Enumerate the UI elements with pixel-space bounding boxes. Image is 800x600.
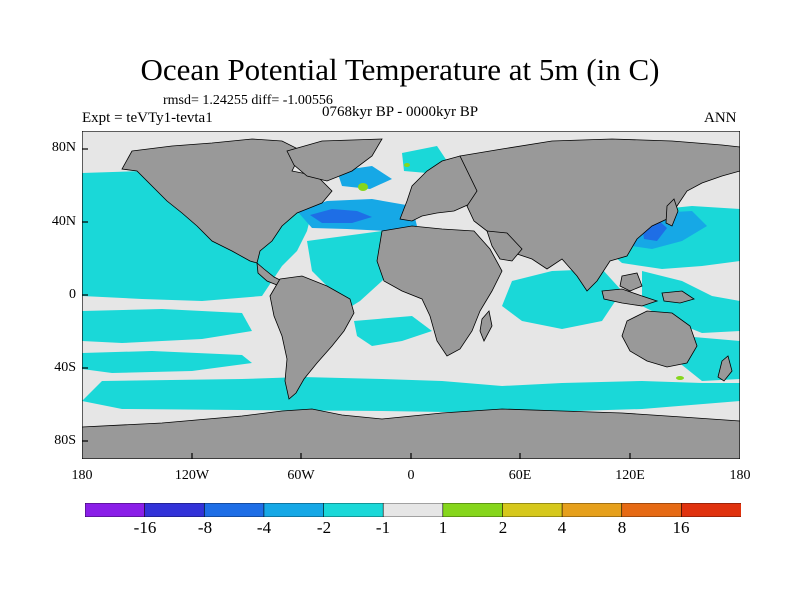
colorbar-segment <box>263 503 325 517</box>
colorbar-label: -1 <box>375 518 391 537</box>
season-label: ANN <box>704 110 737 126</box>
period-label: 0768kyr BP - 0000kyr BP <box>322 104 479 120</box>
land <box>82 138 740 459</box>
lon-label-120e: 120E <box>615 468 645 483</box>
stats-text: rmsd= 1.24255 diff= -1.00556 <box>163 93 333 108</box>
temperature-map <box>82 131 740 459</box>
lat-label-40s: 40S <box>54 360 76 375</box>
colorbar-label: 8 <box>617 518 627 537</box>
south-america <box>269 275 355 400</box>
colorbar-segment <box>85 503 146 517</box>
indonesia <box>601 288 659 307</box>
colorbar-label: -4 <box>256 518 272 537</box>
colorbar-segment <box>144 503 206 517</box>
experiment-label: Expt = teVTy1-tevta1 <box>82 110 213 126</box>
madagascar <box>479 310 493 342</box>
colorbar-segment <box>323 503 384 517</box>
new-zealand <box>717 355 733 382</box>
australia <box>621 310 698 368</box>
lat-label-80s: 80S <box>54 433 76 448</box>
colorbar-segment <box>561 503 623 517</box>
colorbar-segment <box>621 503 683 517</box>
lon-label-0: 0 <box>407 468 415 483</box>
lon-label-180e: 180 <box>729 468 751 483</box>
colorbar-label: -8 <box>197 518 213 537</box>
lon-label-60w: 60W <box>287 468 315 483</box>
arabia <box>486 230 523 262</box>
lat-label-80n: 80N <box>51 140 76 155</box>
colorbar-label: -16 <box>133 518 157 537</box>
greenland <box>286 138 383 182</box>
map-frame <box>82 131 740 459</box>
colorbar-label: -2 <box>316 518 332 537</box>
lon-label-120w: 120W <box>174 468 210 483</box>
page-title: Ocean Potential Temperature at 5m (in C) <box>140 52 660 87</box>
japan <box>665 198 679 227</box>
lat-label-0: 0 <box>69 287 76 302</box>
colorbar-label: 1 <box>438 518 448 537</box>
warm-anomaly-regions <box>358 163 684 380</box>
colorbar-segment <box>502 503 563 517</box>
colorbar-segment <box>382 503 444 517</box>
lat-label-40n: 40N <box>51 214 76 229</box>
colorbar-segment <box>203 503 265 517</box>
colorbar-label: 4 <box>557 518 567 537</box>
borneo <box>619 272 643 292</box>
colorbar-segment <box>681 503 741 517</box>
north-america <box>121 138 333 264</box>
lon-label-60e: 60E <box>508 468 532 483</box>
africa <box>376 225 503 357</box>
colorbar <box>85 503 741 517</box>
antarctica <box>82 408 740 459</box>
colorbar-label: 2 <box>498 518 508 537</box>
lon-label-180w: 180 <box>71 468 93 483</box>
colorbar-label: 16 <box>672 518 690 537</box>
colorbar-segment <box>442 503 504 517</box>
new-guinea <box>661 290 695 304</box>
